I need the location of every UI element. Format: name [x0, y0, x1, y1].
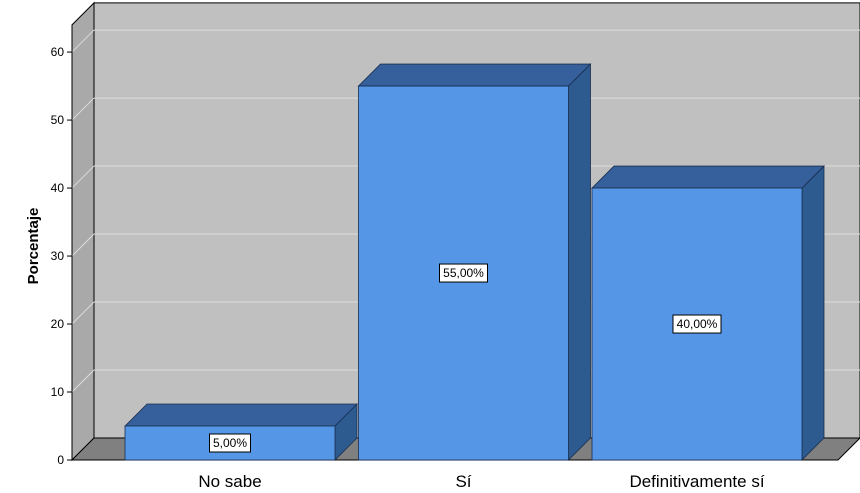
gridline — [71, 165, 95, 189]
data-label: 40,00% — [677, 317, 718, 331]
data-label-box — [439, 263, 488, 283]
y-tick-label: 20 — [51, 317, 65, 331]
gridline — [71, 369, 95, 393]
bar-top — [591, 165, 825, 189]
x-tick-label: Sí — [455, 472, 471, 491]
data-label: 55,00% — [443, 266, 484, 280]
y-axis-title: Porcentaje — [25, 208, 42, 285]
data-label-box — [209, 433, 251, 453]
bar: 40,00% — [591, 165, 825, 461]
bar-top — [124, 403, 358, 427]
gridline — [71, 233, 95, 257]
x-axis: No sabe Sí Definitivamente sí — [198, 472, 764, 491]
bar-top — [357, 63, 592, 87]
side-wall — [71, 1, 95, 462]
x-tick-label: No sabe — [198, 472, 261, 491]
data-label: 5,00% — [213, 436, 247, 450]
bar-side — [568, 63, 591, 461]
y-axis: 0 10 20 30 40 50 60 — [51, 24, 73, 467]
y-tick-label: 0 — [57, 453, 64, 467]
bars: 5,00% 55,00% 40,00% — [124, 63, 825, 461]
bar: 5,00% — [124, 403, 358, 461]
gridline — [71, 97, 95, 121]
data-label-box — [672, 314, 722, 334]
gridline — [71, 301, 95, 325]
x-tick-label: Definitivamente sí — [629, 472, 764, 491]
y-tick-label: 10 — [51, 385, 65, 399]
y-tick-label: 30 — [51, 249, 65, 263]
bar: 55,00% — [357, 63, 592, 461]
y-tick-label: 60 — [51, 45, 65, 59]
bar-side — [801, 165, 825, 461]
gridline — [71, 29, 95, 53]
y-tick-label: 40 — [51, 181, 65, 195]
y-tick-label: 50 — [51, 113, 65, 127]
